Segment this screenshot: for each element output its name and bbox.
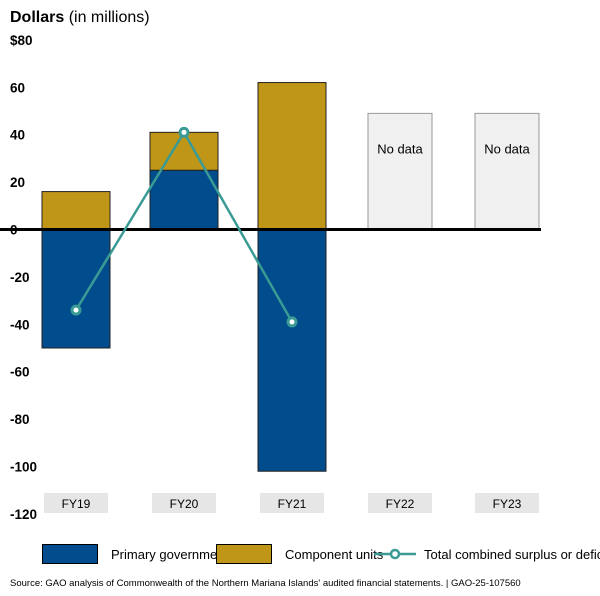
bar-primary-government — [149, 169, 219, 230]
x-tick-box — [152, 493, 216, 513]
legend-label-total: Total combined surplus or deficit — [424, 546, 600, 562]
chart-title: Dollars (in millions) — [10, 9, 150, 26]
y-tick-label: -100 — [10, 460, 37, 475]
x-tick-label: FY23 — [493, 497, 522, 511]
y-tick-label: $80 — [10, 33, 33, 48]
chart-title-bold: Dollars — [10, 9, 64, 26]
y-tick-label: 40 — [10, 128, 25, 143]
x-tick-box — [475, 493, 539, 513]
x-tick-label: FY21 — [278, 497, 307, 511]
y-tick-label: 60 — [10, 80, 25, 95]
y-tick-label: -60 — [10, 365, 30, 380]
bar-component-units — [41, 191, 111, 230]
no-data-label: No data — [377, 142, 423, 157]
legend-label-component: Component units — [285, 546, 384, 562]
y-tick-label: -20 — [10, 270, 30, 285]
y-tick-label: -40 — [10, 317, 30, 332]
no-data-box — [474, 112, 540, 230]
no-data-label: No data — [484, 142, 530, 157]
chart: Dollars (in millions) $806040200-20-40-6… — [0, 9, 541, 522]
y-axis: $806040200-20-40-60-80-100-120 — [10, 33, 37, 522]
source-note: Source: GAO analysis of Commonwealth of … — [10, 578, 521, 589]
y-tick-label: 20 — [10, 175, 25, 190]
surplus-point-center — [181, 129, 187, 135]
legend-line-marker — [374, 548, 416, 560]
chart-title-unit: (in millions) — [69, 9, 150, 26]
y-tick-label: -80 — [10, 412, 30, 427]
x-tick-label: FY20 — [170, 497, 199, 511]
x-axis: FY19 FY20 FY21 FY22 FY23 — [44, 493, 539, 513]
x-tick-label: FY22 — [386, 497, 415, 511]
x-tick-label: FY19 — [62, 497, 91, 511]
bar-component-units — [149, 131, 219, 171]
surplus-point-center — [289, 319, 295, 325]
bar-component-units — [257, 82, 327, 230]
x-tick-box — [368, 493, 432, 513]
legend: Primary government Component units Total… — [0, 540, 600, 570]
y-tick-label: -120 — [10, 507, 37, 522]
bar-primary-government — [41, 229, 111, 349]
legend-item-component: Component units — [216, 544, 383, 564]
x-tick-box — [260, 493, 324, 513]
legend-swatch-primary — [42, 544, 98, 564]
bar-primary-government — [257, 229, 327, 472]
legend-label-primary: Primary government — [111, 546, 229, 562]
surplus-point-center — [73, 307, 79, 313]
no-data-box — [367, 112, 433, 230]
legend-item-primary: Primary government — [42, 544, 228, 564]
legend-item-total: Total combined surplus or deficit — [374, 544, 600, 564]
legend-line-dot — [389, 548, 401, 560]
surplus-line-group — [70, 126, 298, 328]
bars: No data No data — [41, 82, 540, 472]
x-tick-box — [44, 493, 108, 513]
legend-swatch-component — [216, 544, 272, 564]
